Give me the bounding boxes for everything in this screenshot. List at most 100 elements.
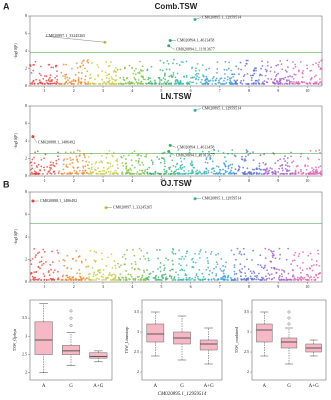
background-point [108, 272, 111, 274]
background-point [181, 278, 184, 281]
background-point [93, 250, 96, 253]
x-tick-label: G [180, 384, 184, 389]
background-point [273, 71, 276, 73]
background-point [276, 80, 279, 83]
background-point [292, 67, 295, 70]
x-tick-label: G [69, 384, 73, 389]
background-point [246, 59, 249, 62]
background-point [265, 162, 267, 165]
background-point [215, 266, 218, 268]
background-point [163, 264, 165, 267]
background-point [88, 276, 91, 278]
background-point [294, 65, 297, 68]
background-point [85, 266, 88, 268]
background-point [164, 172, 167, 175]
background-point [40, 82, 43, 85]
background-point [185, 74, 188, 77]
background-point [106, 74, 108, 77]
background-point [281, 167, 284, 170]
background-point [181, 255, 184, 258]
background-point [77, 160, 79, 163]
background-point [138, 71, 141, 74]
background-point [188, 277, 191, 279]
background-point [259, 73, 262, 76]
background-point [142, 278, 145, 281]
background-point [286, 59, 289, 62]
panel-label: B [3, 179, 10, 189]
background-point [35, 270, 38, 273]
background-point [191, 67, 193, 70]
background-point [94, 274, 97, 277]
background-point [60, 71, 63, 74]
background-point [96, 277, 98, 280]
background-point [230, 69, 232, 72]
background-point [62, 274, 65, 277]
background-point [29, 279, 32, 281]
background-point [167, 83, 170, 85]
background-point [226, 278, 228, 281]
background-point [200, 248, 202, 251]
background-point [258, 167, 261, 170]
background-point [230, 249, 233, 252]
background-point [185, 82, 188, 85]
background-point [103, 170, 106, 172]
y-tick-label: 2 [25, 256, 27, 261]
background-point [207, 278, 210, 281]
x-tick-label: A+G [204, 384, 214, 389]
background-point [50, 164, 53, 166]
background-point [267, 272, 270, 275]
y-axis-label: -log10(P) [13, 43, 18, 59]
background-point [122, 154, 125, 157]
background-point [218, 168, 221, 171]
background-point [96, 63, 99, 66]
background-point [129, 172, 132, 175]
background-point [30, 272, 33, 274]
x-tick-label: 9 [277, 284, 279, 289]
background-point [121, 162, 124, 164]
background-point [56, 81, 59, 84]
background-point [201, 172, 204, 175]
background-point [74, 172, 77, 175]
background-point [308, 279, 311, 281]
background-point [238, 166, 241, 169]
box [256, 323, 273, 343]
background-point [317, 172, 320, 175]
background-point [127, 273, 130, 276]
background-point [89, 83, 92, 85]
background-point [315, 74, 317, 77]
x-tick-label: 1 [44, 284, 46, 289]
background-point [123, 79, 126, 82]
background-point [87, 273, 90, 276]
background-point [273, 82, 276, 85]
background-point [194, 279, 197, 281]
background-point [244, 158, 246, 161]
background-point [313, 75, 316, 78]
background-point [217, 252, 220, 255]
background-point [262, 161, 265, 164]
background-point [57, 270, 59, 273]
background-point [257, 81, 260, 84]
point-label: CM020897.1_33245265 [113, 205, 152, 210]
background-point [266, 64, 269, 67]
background-point [154, 173, 157, 175]
background-point [30, 263, 33, 266]
background-point [288, 165, 291, 168]
background-point [60, 82, 62, 85]
background-point [163, 168, 166, 171]
background-point [136, 276, 139, 278]
background-point [84, 67, 86, 70]
background-point [194, 252, 196, 255]
background-point [47, 79, 50, 82]
background-point [211, 160, 214, 163]
background-point [318, 61, 321, 64]
x-tick-label: 7 [219, 284, 221, 289]
background-point [130, 173, 133, 175]
background-point [306, 157, 309, 159]
background-point [192, 81, 195, 84]
background-point [135, 173, 138, 175]
background-point [111, 172, 114, 175]
background-point [223, 68, 226, 71]
background-point [252, 249, 255, 252]
background-point [112, 155, 115, 158]
